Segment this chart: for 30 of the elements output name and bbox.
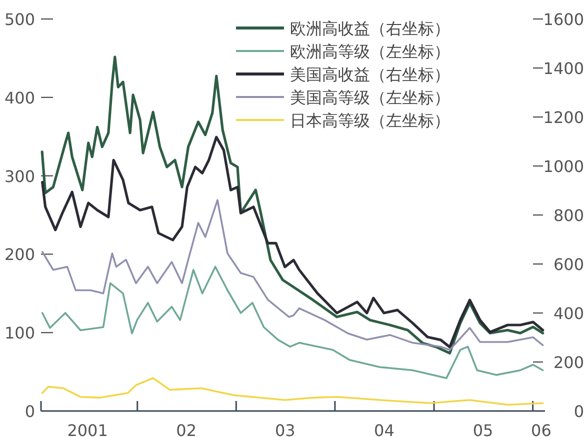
x-tick-label: 02 (176, 421, 197, 437)
x-tick-label: 03 (274, 421, 296, 437)
x-tick-label: 05 (472, 421, 494, 437)
line-series (41, 266, 544, 379)
y-tick-label: 200 (4, 245, 35, 264)
legend-label: 欧洲高等级（左坐标） (290, 42, 450, 61)
y2-tick-label: 0 (574, 402, 584, 421)
y2-tick-label: 600 (553, 255, 584, 274)
y-tick-label: 500 (4, 10, 35, 29)
line-series (41, 136, 544, 348)
line-series (41, 377, 544, 406)
line-series (41, 199, 544, 351)
y2-tick-label: 200 (553, 353, 584, 372)
legend-label: 日本高等级（左坐标） (290, 111, 450, 130)
y2-tick-label: 1600 (543, 10, 584, 29)
x-tick-label: 04 (374, 421, 394, 437)
x-tick-label: 06 (531, 421, 552, 437)
legend-label: 美国高等级（左坐标） (290, 88, 450, 107)
legend-label: 欧洲高收益（右坐标） (290, 19, 450, 38)
y-tick-label: 100 (4, 324, 35, 343)
y2-tick-label: 400 (553, 304, 584, 323)
y-tick-label: 0 (24, 402, 35, 421)
y-tick-label: 300 (4, 166, 35, 186)
y2-tick-label: 1000 (543, 157, 584, 176)
legend-label: 美国高收益（右坐标） (290, 65, 450, 84)
y2-tick-label: 1400 (543, 59, 584, 78)
x-tick-label: 2001 (67, 421, 108, 437)
y2-tick-label: 800 (553, 206, 584, 225)
y-tick-label: 400 (4, 88, 35, 108)
y2-tick-label: 1200 (543, 108, 584, 127)
